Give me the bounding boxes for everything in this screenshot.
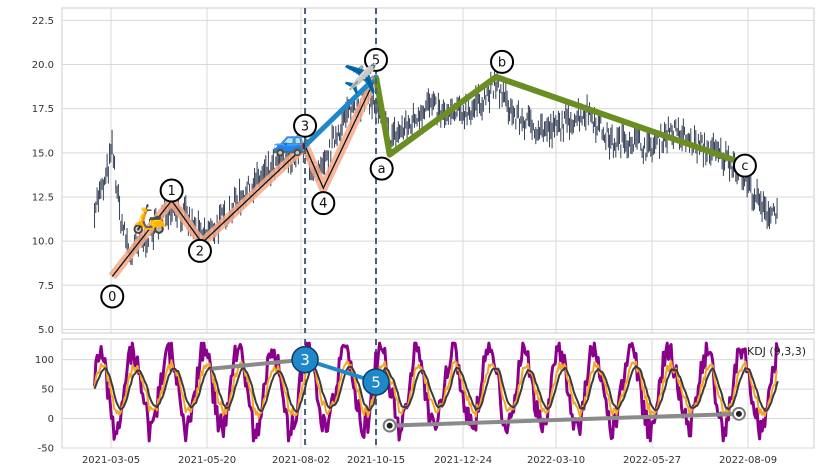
scooter-icon: 🛵: [131, 202, 166, 235]
x-tick-label: 2021-12-24: [434, 455, 492, 466]
wave-label-text: 4: [319, 197, 327, 212]
kdj-y-tick-label: -50: [38, 444, 54, 455]
wave-label-text: 0: [108, 290, 116, 305]
wave-label-a: a: [371, 158, 393, 180]
kdj-y-tick-label: 0: [48, 414, 54, 425]
wave-label-0: 0: [101, 285, 123, 307]
price-panel: 5.07.510.012.515.017.520.022.5012345abc🛵…: [32, 8, 814, 336]
kdj-marker-text: 5: [371, 374, 381, 392]
x-tick-label: 2021-08-02: [272, 455, 330, 466]
price-y-tick-label: 5.0: [38, 325, 54, 336]
x-tick-label: 2022-08-09: [719, 455, 777, 466]
kdj-marker-5: 5: [363, 369, 389, 395]
wave-label-b: b: [491, 51, 513, 73]
x-tick-label: 2022-03-10: [527, 455, 585, 466]
x-tick-label: 2021-03-05: [82, 455, 140, 466]
wave-label-text: a: [378, 162, 386, 177]
divergence-end-dot: [387, 423, 393, 429]
wave-label-c: c: [734, 155, 756, 177]
wave-label-text: b: [498, 55, 506, 70]
kdj-panel: -50 0 50 100 2021-03-05 2021-05-20 2021-08-02 2…: [35, 339, 814, 466]
price-y-tick-label: 22.5: [32, 16, 54, 27]
car-icon: 🚙: [272, 124, 307, 157]
price-y-tick-label: 20.0: [32, 60, 54, 71]
kdj-y-tick-label: 50: [41, 385, 54, 396]
kdj-y-tick-label: 100: [35, 355, 54, 366]
kdj-marker-3: 3: [292, 347, 318, 373]
divergence-end-dot: [736, 411, 742, 417]
price-y-tick-label: 7.5: [38, 281, 54, 292]
wave-label-text: c: [741, 159, 748, 174]
kdj-legend-label: KDJ (9,3,3): [747, 345, 806, 358]
wave-label-1: 1: [161, 180, 183, 202]
wave-label-text: 1: [167, 184, 175, 199]
airplane-icon: ✈️: [343, 62, 378, 96]
price-y-tick-label: 10.0: [32, 237, 54, 248]
x-tick-label: 2021-10-15: [347, 455, 405, 466]
price-y-tick-label: 15.0: [32, 148, 54, 159]
price-y-tick-label: 12.5: [32, 192, 54, 203]
x-tick-label: 2022-05-27: [623, 455, 681, 466]
price-plot-frame: [62, 8, 814, 333]
price-y-tick-label: 17.5: [32, 104, 54, 115]
wave-label-4: 4: [312, 192, 334, 214]
wave-label-text: 2: [196, 244, 204, 259]
x-tick-label: 2021-05-20: [178, 455, 236, 466]
wave-label-2: 2: [189, 240, 211, 262]
kdj-marker-text: 3: [300, 351, 310, 369]
